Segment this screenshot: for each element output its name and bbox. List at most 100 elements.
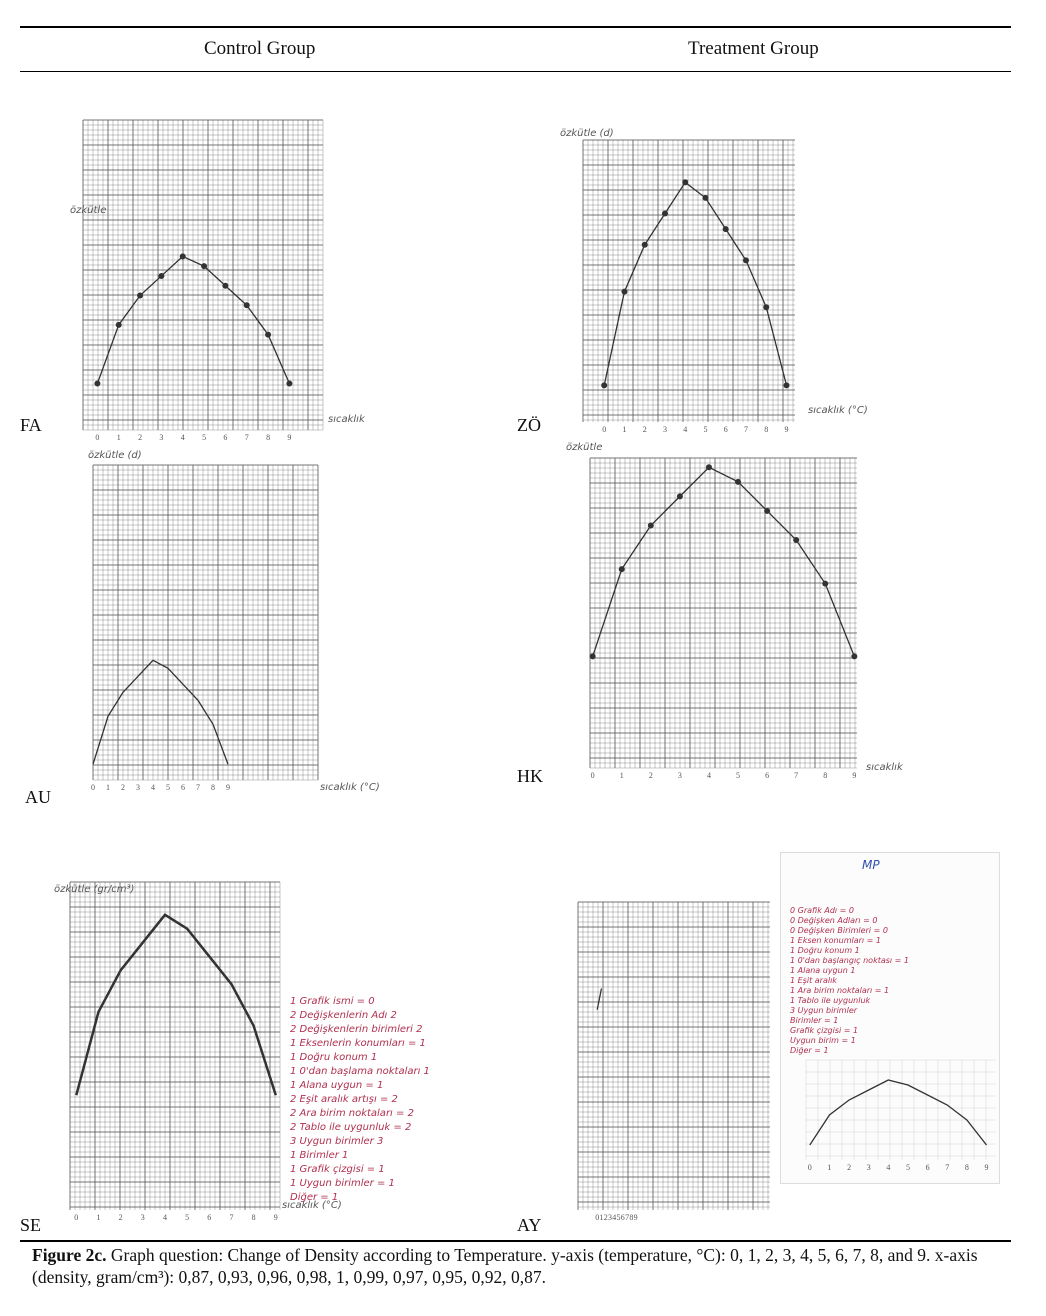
au-y-label: özkütle (d) xyxy=(88,450,142,461)
data-point xyxy=(647,522,654,529)
x-tick-label: 8 xyxy=(266,433,270,442)
x-tick-label: 7 xyxy=(196,783,200,792)
header-rule xyxy=(20,71,1011,72)
x-tick-label: 5 xyxy=(617,1213,621,1222)
density-curve xyxy=(596,988,603,1010)
note-line: Birimler = 1 xyxy=(790,1016,839,1025)
x-tick-label: 8 xyxy=(764,425,768,434)
fa-y-label: özkütle xyxy=(70,205,107,216)
x-tick-label: 3 xyxy=(663,425,667,434)
graph-paper: 0 1 2 3 4 5 6 7 8 9 xyxy=(582,139,795,434)
density-curve xyxy=(96,255,290,384)
panel-se: 0 1 2 3 4 5 6 7 8 9 xyxy=(69,881,281,1222)
note-line: 0 Değişken Birimleri = 0 xyxy=(790,926,888,935)
data-point xyxy=(137,292,144,299)
x-tick-label: 4 xyxy=(181,433,185,442)
note-line: 1 Uygun birimler = 1 xyxy=(290,1178,395,1189)
x-tick-label: 5 xyxy=(185,1213,189,1222)
graph-paper: 0 1 2 3 4 5 6 7 8 9 xyxy=(82,119,324,442)
note-line: Grafik çizgisi = 1 xyxy=(790,1026,859,1035)
panel-label-se: SE xyxy=(20,1215,42,1235)
x-tick-label: 1 xyxy=(117,433,121,442)
note-line: 2 Tablo ile uygunluk = 2 xyxy=(290,1122,412,1133)
data-point xyxy=(243,302,250,309)
graph-paper: 0 1 2 3 4 5 6 7 8 9 xyxy=(91,464,319,792)
x-tick-label: 3 xyxy=(136,783,140,792)
x-tick-label: 7 xyxy=(945,1163,949,1172)
data-point xyxy=(705,464,712,471)
x-tick-label: 5 xyxy=(166,783,170,792)
x-tick-label: 9 xyxy=(785,425,789,434)
note-line: 1 Doğru konum 1 xyxy=(790,946,860,955)
x-tick-label: 7 xyxy=(625,1213,629,1222)
panel-au: 0 1 2 3 4 5 6 7 8 9 xyxy=(91,464,319,792)
x-tick-label: 1 xyxy=(106,783,110,792)
data-point xyxy=(743,257,750,264)
note-line: 1 Tablo ile uygunluk xyxy=(790,996,871,1005)
data-point xyxy=(722,226,729,233)
panel-hk: 0 1 2 3 4 5 6 7 8 9 xyxy=(589,457,858,780)
x-tick-label: 9 xyxy=(985,1163,989,1172)
note-line: 3 Uygun birimler 3 xyxy=(290,1136,384,1147)
data-point xyxy=(822,580,829,587)
panel-label-au: AU xyxy=(25,787,51,807)
ay-second-sheet xyxy=(780,852,1000,1184)
x-tick-label: 3 xyxy=(608,1213,612,1222)
x-tick-label: 8 xyxy=(823,771,827,780)
data-point xyxy=(601,382,608,389)
density-curve xyxy=(809,1079,988,1146)
figure-caption: Figure 2c. Graph question: Change of Den… xyxy=(32,1244,1012,1288)
panel-label-zo: ZÖ xyxy=(517,415,541,435)
data-point xyxy=(682,179,689,186)
x-tick-label: 6 xyxy=(181,783,185,792)
x-tick-label: 5 xyxy=(703,425,707,434)
note-line: 1 Eksen konumları = 1 xyxy=(790,936,881,945)
x-tick-label: 6 xyxy=(926,1163,930,1172)
note-line: 1 Grafik ismi = 0 xyxy=(290,996,375,1007)
data-point xyxy=(793,537,800,544)
note-line: 1 0'dan başlama noktaları 1 xyxy=(290,1066,430,1077)
data-point xyxy=(783,382,790,389)
hk-x-label: sıcaklık xyxy=(866,762,903,773)
x-tick-label: 4 xyxy=(886,1163,890,1172)
note-line: 2 Değişkenlerin birimleri 2 xyxy=(290,1024,423,1035)
data-point xyxy=(94,380,101,387)
x-tick-label: 3 xyxy=(867,1163,871,1172)
x-tick-label: 9 xyxy=(852,771,856,780)
x-tick-label: 8 xyxy=(965,1163,969,1172)
se-grading-notes: 1 Grafik ismi = 0 2 Değişkenlerin Adı 2 2 … xyxy=(290,995,430,1205)
caption-text: Graph question: Change of Density accord… xyxy=(32,1245,978,1287)
hk-y-label: özkütle xyxy=(566,442,603,453)
x-tick-label: 7 xyxy=(744,425,748,434)
x-tick-label: 9 xyxy=(274,1213,278,1222)
note-line: Diğer = 1 xyxy=(790,1046,829,1055)
data-point xyxy=(641,241,648,248)
x-tick-label: 8 xyxy=(252,1213,256,1222)
x-tick-label: 0 xyxy=(74,1213,78,1222)
x-tick-label: 8 xyxy=(629,1213,633,1222)
data-point xyxy=(735,478,742,485)
x-tick-label: 0 xyxy=(591,771,595,780)
note-line: 1 Ara birim noktaları = 1 xyxy=(790,986,890,995)
data-point xyxy=(179,253,186,260)
note-line: 2 Değişkenlerin Adı 2 xyxy=(290,1010,397,1021)
au-x-label: sıcaklık (°C) xyxy=(320,782,380,793)
note-line: 1 Eşit aralık xyxy=(790,976,837,985)
column-header-treatment: Treatment Group xyxy=(688,38,819,59)
x-tick-label: 4 xyxy=(163,1213,167,1222)
graph-paper: 0 1 2 3 4 5 6 7 8 9 xyxy=(69,881,281,1222)
density-curve xyxy=(75,913,277,1096)
note-line: 2 Ara birim noktaları = 2 xyxy=(290,1108,414,1119)
note-line: 1 0'dan başlangıç noktası = 1 xyxy=(790,956,910,965)
x-tick-label: 5 xyxy=(736,771,740,780)
data-point xyxy=(589,653,596,660)
x-tick-label: 7 xyxy=(794,771,798,780)
x-tick-label: 4 xyxy=(683,425,687,434)
density-curve xyxy=(92,659,229,765)
x-tick-label: 6 xyxy=(223,433,227,442)
x-tick-label: 2 xyxy=(643,425,647,434)
data-point xyxy=(201,263,208,270)
graph-paper: 0 1 2 3 4 5 6 7 8 9 xyxy=(589,457,858,780)
x-tick-label: 2 xyxy=(847,1163,851,1172)
x-tick-label: 2 xyxy=(138,433,142,442)
